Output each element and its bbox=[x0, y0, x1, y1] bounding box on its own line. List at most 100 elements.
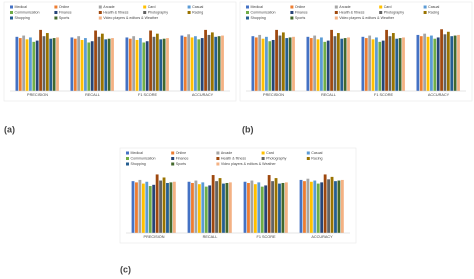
legend-swatch bbox=[171, 162, 175, 166]
bar bbox=[271, 181, 274, 233]
legend-swatch bbox=[261, 151, 265, 155]
bar bbox=[423, 33, 427, 91]
bar bbox=[128, 38, 132, 91]
bar bbox=[388, 36, 392, 91]
bar bbox=[453, 35, 457, 91]
legend-swatch bbox=[246, 11, 249, 14]
bar bbox=[204, 186, 208, 233]
bar bbox=[327, 179, 330, 233]
legend-label: Communication bbox=[251, 10, 276, 14]
bar bbox=[320, 37, 323, 91]
bar bbox=[309, 38, 313, 91]
legend-swatch bbox=[143, 5, 147, 9]
bar bbox=[87, 42, 91, 91]
bar bbox=[155, 33, 159, 91]
bar bbox=[316, 183, 320, 233]
bar bbox=[29, 37, 32, 91]
bar bbox=[433, 38, 437, 91]
bar bbox=[84, 38, 87, 91]
x-tick-label: F1 SCORE bbox=[138, 93, 157, 97]
bar bbox=[364, 38, 368, 91]
bar bbox=[426, 36, 430, 91]
bar bbox=[278, 35, 282, 91]
bar bbox=[251, 36, 255, 91]
legend-swatch bbox=[98, 5, 102, 9]
bar bbox=[221, 35, 224, 91]
legend-label: Photography bbox=[148, 10, 169, 14]
bar bbox=[197, 184, 201, 233]
bar bbox=[299, 179, 303, 233]
bar bbox=[330, 176, 334, 233]
bar bbox=[222, 183, 225, 233]
bar bbox=[166, 182, 169, 233]
panel-label: (b) bbox=[242, 124, 254, 134]
bar bbox=[371, 39, 375, 91]
bar bbox=[39, 29, 42, 91]
legend-swatch bbox=[126, 162, 129, 166]
bar bbox=[42, 36, 46, 91]
bar bbox=[257, 182, 261, 233]
legend-label: Shopping bbox=[15, 16, 30, 20]
bar bbox=[97, 36, 101, 91]
bar bbox=[316, 39, 320, 91]
legend-label: Racing bbox=[428, 10, 439, 14]
bar bbox=[340, 179, 344, 233]
bar bbox=[141, 183, 145, 233]
bar bbox=[250, 180, 254, 233]
bar bbox=[303, 181, 306, 233]
legend-swatch bbox=[126, 151, 129, 155]
bar bbox=[135, 39, 139, 91]
bar bbox=[292, 36, 295, 91]
legend-swatch bbox=[216, 162, 220, 166]
bar bbox=[446, 31, 450, 92]
legend-label: Communication bbox=[131, 156, 156, 160]
bar bbox=[211, 175, 215, 233]
bar bbox=[172, 181, 176, 233]
legend-swatch bbox=[54, 5, 58, 9]
legend-label: Arcade bbox=[103, 5, 114, 9]
bar bbox=[159, 39, 163, 91]
legend-label: Health & fitness bbox=[339, 10, 364, 14]
bar bbox=[333, 36, 337, 91]
bar bbox=[194, 36, 197, 91]
bar bbox=[278, 183, 281, 233]
legend-swatch bbox=[423, 5, 427, 9]
bar bbox=[49, 38, 53, 91]
bar bbox=[254, 37, 258, 91]
bar bbox=[375, 37, 378, 91]
legend-swatch bbox=[98, 11, 102, 14]
legend-swatch bbox=[334, 16, 338, 20]
legend-label: Arcade bbox=[339, 5, 350, 9]
bar bbox=[247, 182, 250, 233]
legend-label: Health & fitness bbox=[221, 156, 246, 160]
bar bbox=[430, 35, 433, 91]
bar bbox=[201, 182, 205, 233]
bar bbox=[268, 41, 272, 91]
bar bbox=[18, 38, 22, 91]
bar bbox=[281, 32, 285, 91]
legend-swatch bbox=[379, 5, 383, 9]
x-tick-label: ACCURACY bbox=[428, 93, 450, 97]
x-tick-label: ACCURACY bbox=[192, 93, 214, 97]
bar bbox=[243, 181, 247, 233]
legend-swatch bbox=[246, 16, 249, 20]
bar bbox=[309, 181, 313, 233]
bar bbox=[395, 38, 399, 91]
bar bbox=[264, 185, 268, 233]
legend-label: Video players & editors & Weather bbox=[339, 16, 395, 20]
bar bbox=[340, 38, 344, 91]
legend-label: Video players & editors & Weather bbox=[103, 16, 159, 20]
bar bbox=[225, 182, 229, 233]
x-tick-label: RECALL bbox=[321, 93, 336, 97]
legend-label: Medical bbox=[131, 151, 144, 155]
bar bbox=[187, 34, 191, 91]
legend-label: Sports bbox=[176, 162, 187, 166]
legend-label: Finance bbox=[295, 10, 308, 14]
bar bbox=[187, 181, 191, 233]
bar bbox=[191, 182, 194, 233]
bar bbox=[217, 36, 221, 91]
legend-swatch bbox=[54, 11, 58, 14]
bar bbox=[320, 182, 324, 233]
bar bbox=[265, 36, 268, 91]
bar bbox=[15, 36, 19, 91]
